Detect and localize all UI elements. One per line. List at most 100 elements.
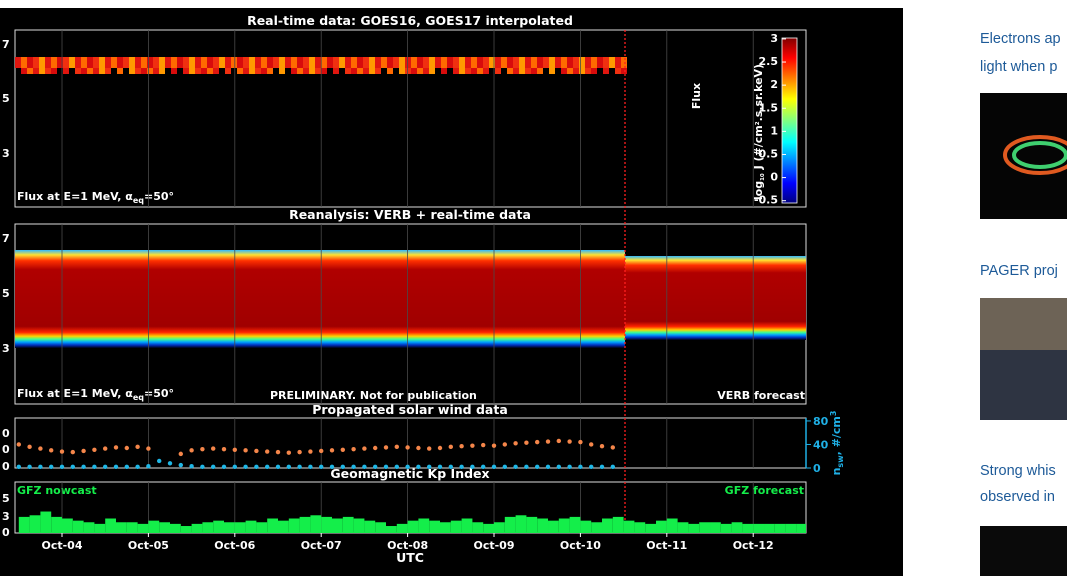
y-tick-label: 3 xyxy=(2,342,10,355)
heat-cell xyxy=(567,68,573,74)
article-link[interactable]: Strong whis xyxy=(980,463,1056,479)
heat-cell xyxy=(363,68,369,74)
bar xyxy=(710,522,721,533)
heat-cell xyxy=(423,68,429,74)
heat-cell xyxy=(63,68,69,74)
heat-cell xyxy=(579,68,585,74)
heat-cell xyxy=(603,57,609,68)
heat-cell xyxy=(189,57,195,68)
data-point xyxy=(233,448,237,452)
heat-cell xyxy=(357,68,363,74)
colorbar-tick-label: 0.5 xyxy=(759,147,779,160)
data-point xyxy=(189,464,193,468)
data-point xyxy=(513,465,517,469)
data-point xyxy=(405,465,409,469)
panel-title: Reanalysis: VERB + real-time data xyxy=(289,207,531,222)
heat-cell xyxy=(183,68,189,74)
heat-cell xyxy=(507,57,513,68)
bar xyxy=(742,524,753,533)
bar xyxy=(667,519,678,533)
heat-cell xyxy=(171,68,177,74)
article-link[interactable]: observed in xyxy=(980,489,1055,505)
heat-cell xyxy=(243,68,249,74)
heat-cell xyxy=(117,57,123,68)
bar xyxy=(397,524,408,533)
bar xyxy=(267,519,278,533)
heat-cell xyxy=(549,68,555,74)
bar xyxy=(278,521,289,533)
heat-cell xyxy=(261,57,267,68)
data-point xyxy=(503,442,507,446)
thumbnail[interactable] xyxy=(980,526,1067,576)
article-link[interactable]: PAGER proj xyxy=(980,263,1058,279)
heat-cell xyxy=(519,68,525,74)
heat-cell xyxy=(153,57,159,68)
bar xyxy=(224,522,235,533)
data-point xyxy=(384,465,388,469)
notice: PRELIMINARY. Not for publication xyxy=(270,389,477,402)
data-point xyxy=(362,465,366,469)
heat-cell xyxy=(441,57,447,68)
data-point xyxy=(546,465,550,469)
heat-cell xyxy=(495,68,501,74)
data-point xyxy=(600,444,604,448)
data-point xyxy=(17,465,21,469)
bar xyxy=(300,517,311,533)
heat-cell xyxy=(285,57,291,68)
heat-cell xyxy=(51,68,57,74)
heat-cell xyxy=(249,68,255,74)
y-tick-label: 0 xyxy=(2,460,10,473)
data-point xyxy=(135,445,139,449)
bar xyxy=(537,519,548,533)
data-point xyxy=(351,465,355,469)
y-tick-label: 7 xyxy=(2,38,10,51)
heat-cell xyxy=(429,57,435,68)
bar xyxy=(213,521,224,533)
heat-cell xyxy=(393,57,399,68)
heat-cell xyxy=(291,57,297,68)
y-tick-label: 0 xyxy=(2,526,10,539)
y-tick-label: 3 xyxy=(2,147,10,160)
data-point xyxy=(481,465,485,469)
bar xyxy=(181,526,192,533)
heat-cell xyxy=(573,68,579,74)
data-point xyxy=(243,465,247,469)
bar xyxy=(418,519,429,533)
heat-cell xyxy=(459,57,465,68)
colorbar-tick-label: 0 xyxy=(770,171,778,184)
article-link[interactable]: light when p xyxy=(980,59,1057,75)
heat-cell xyxy=(333,68,339,74)
forecast-heatmap xyxy=(625,256,806,340)
thumbnail[interactable] xyxy=(980,93,1067,219)
heat-cell xyxy=(585,57,591,68)
heat-cell xyxy=(87,57,93,68)
data-point xyxy=(254,465,258,469)
bar xyxy=(105,519,116,533)
heat-cell xyxy=(549,57,555,68)
bar xyxy=(51,517,62,533)
colorbar-tick-label: 2.5 xyxy=(759,55,779,68)
heat-cell xyxy=(279,68,285,74)
article-link[interactable]: Electrons ap xyxy=(980,31,1061,47)
heat-cell xyxy=(135,57,141,68)
heat-cell xyxy=(381,57,387,68)
heat-cell xyxy=(525,57,531,68)
heat-cell xyxy=(45,68,51,74)
heat-cell xyxy=(531,68,537,74)
colorbar-tick-label: 2 xyxy=(770,78,778,91)
heat-cell xyxy=(399,57,405,68)
bar xyxy=(580,521,591,533)
y-tick-label: 5 xyxy=(2,92,10,105)
heat-cell xyxy=(159,68,165,74)
bar xyxy=(202,522,213,533)
bar xyxy=(138,524,149,533)
heat-cell xyxy=(453,57,459,68)
heat-cell xyxy=(387,68,393,74)
heat-cell xyxy=(519,57,525,68)
data-point xyxy=(211,446,215,450)
data-point xyxy=(405,445,409,449)
bar xyxy=(170,524,181,533)
heat-cell xyxy=(273,57,279,68)
data-point xyxy=(254,449,258,453)
heat-cell xyxy=(69,57,75,68)
